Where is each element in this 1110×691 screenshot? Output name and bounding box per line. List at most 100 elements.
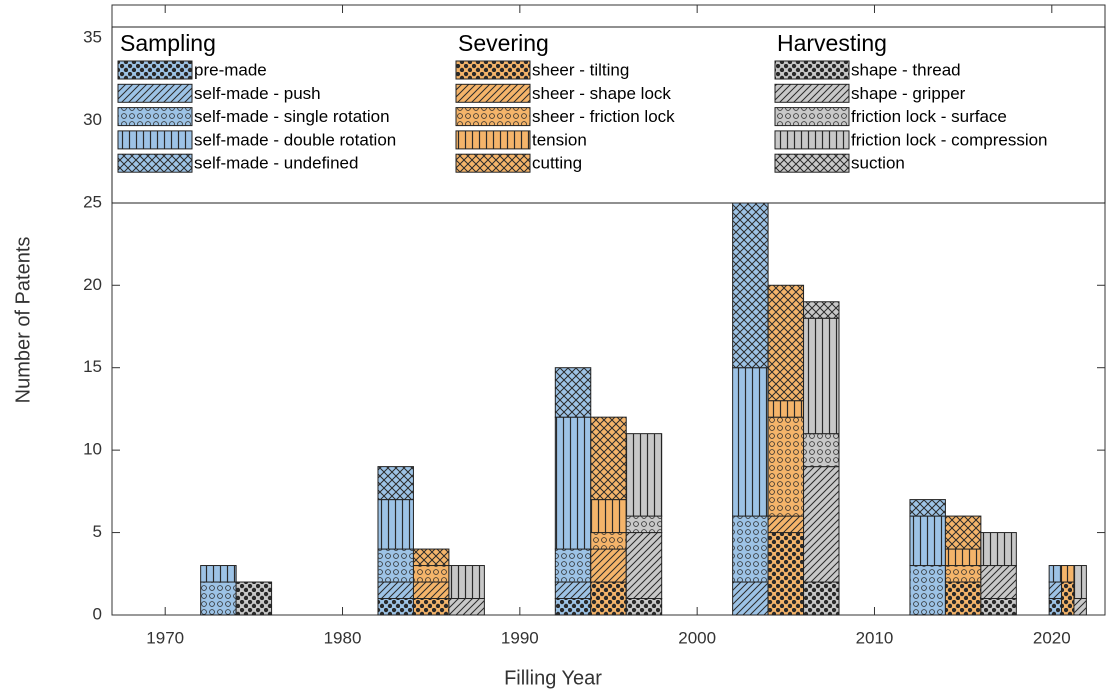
bar-segment <box>980 532 1017 567</box>
bar-segment <box>767 515 805 534</box>
bar-segment <box>767 532 805 616</box>
legend-swatch <box>455 107 531 127</box>
legend-swatch <box>117 153 193 173</box>
bar-segment <box>412 598 450 616</box>
legend-label: sheer - shape lock <box>532 84 671 103</box>
bar-segment <box>590 416 627 501</box>
bar-segment <box>909 515 946 567</box>
y-tick-label: 10 <box>83 440 102 459</box>
bar-segment <box>1048 565 1063 583</box>
legend-group-title: Severing <box>458 30 549 56</box>
x-tick-label: 1970 <box>146 628 184 647</box>
bar-segment <box>200 565 237 583</box>
legend-group-title: Sampling <box>120 30 216 56</box>
legend-label: friction lock - compression <box>851 130 1048 149</box>
legend-swatch <box>117 60 193 80</box>
bar-segment <box>590 581 627 616</box>
legend-swatch <box>774 83 850 103</box>
bar-segment <box>625 532 663 600</box>
bar-segment <box>554 416 592 550</box>
bar-segment <box>980 598 1017 616</box>
bar-segment <box>944 565 982 583</box>
legend: Sampling pre-made self-made - push self-mad… <box>111 26 1106 204</box>
bar-segment <box>554 581 592 600</box>
bar-segment <box>1061 581 1075 616</box>
y-tick-label: 25 <box>83 192 102 211</box>
legend-label: sheer - tilting <box>532 60 629 79</box>
y-tick-label: 5 <box>93 522 102 541</box>
legend-swatch <box>117 107 193 127</box>
bar-segment <box>590 499 627 534</box>
legend-label: pre-made <box>194 60 267 79</box>
bar-segment <box>377 499 414 550</box>
legend-label: self-made - single rotation <box>194 107 390 126</box>
bar-segment <box>412 581 450 600</box>
bar-segment <box>590 548 627 583</box>
y-tick-label: 30 <box>83 110 102 129</box>
bar-segment <box>554 598 592 616</box>
legend-label: shape - thread <box>851 60 961 79</box>
bar-segment <box>625 515 663 534</box>
legend-swatch <box>117 83 193 103</box>
bar-segment <box>590 532 627 550</box>
bar-segment <box>909 499 946 517</box>
legend-label: sheer - friction lock <box>532 107 675 126</box>
legend-box <box>111 26 1106 204</box>
legend-swatch <box>774 60 850 80</box>
legend-label: shape - gripper <box>851 84 966 103</box>
legend-label: suction <box>851 154 905 173</box>
bar-segment <box>803 317 840 435</box>
bar-segment <box>1073 598 1087 616</box>
legend-label: cutting <box>532 154 582 173</box>
bar-segment <box>767 284 805 402</box>
bar-segment <box>625 433 663 517</box>
bar-segment <box>980 565 1017 600</box>
legend-swatch <box>117 130 193 150</box>
bar-segment <box>235 581 273 616</box>
bar-segment <box>732 581 769 616</box>
y-axis-label: Number of Patents <box>12 237 34 404</box>
bar-segment <box>200 581 237 616</box>
bar-segment <box>767 416 805 517</box>
y-tick-label: 0 <box>93 604 102 623</box>
bar-segment <box>732 202 769 369</box>
legend-label: friction lock - surface <box>851 107 1007 126</box>
x-tick-label: 2010 <box>856 628 894 647</box>
bar-segment <box>909 565 946 616</box>
legend-label: self-made - undefined <box>194 154 358 173</box>
bar-segment <box>625 598 663 616</box>
bar-segment <box>732 515 769 583</box>
bar-segment <box>944 581 982 616</box>
y-tick-label: 15 <box>83 357 102 376</box>
legend-label: self-made - push <box>194 84 321 103</box>
bar-segment <box>944 548 982 567</box>
legend-swatch <box>774 153 850 173</box>
bar-segment <box>944 515 982 550</box>
bar-segment <box>732 367 769 517</box>
bar-segment <box>554 548 592 583</box>
legend-label: tension <box>532 130 587 149</box>
bar-segment <box>377 466 414 501</box>
x-axis-label: Filling Year <box>504 667 602 689</box>
x-tick-label: 1980 <box>324 628 362 647</box>
x-tick-label: 2000 <box>678 628 716 647</box>
legend-swatch <box>774 107 850 127</box>
legend-group-title: Harvesting <box>777 30 887 56</box>
bar-segment <box>377 581 414 600</box>
bar-segment <box>803 301 840 319</box>
y-tick-label: 20 <box>83 275 102 294</box>
bar-segment <box>1048 598 1063 616</box>
legend-swatch <box>774 130 850 150</box>
x-tick-label: 2020 <box>1033 628 1071 647</box>
bar-segment <box>803 466 840 583</box>
bar-segment <box>448 565 485 600</box>
x-tick-label: 1990 <box>501 628 539 647</box>
bar-segment <box>448 598 485 616</box>
bar-segment <box>767 400 805 418</box>
bar-segment <box>1048 581 1063 600</box>
legend-swatch <box>455 153 531 173</box>
bar-segment <box>377 548 414 583</box>
bar-segment <box>377 598 414 616</box>
bar-segment <box>554 367 592 418</box>
